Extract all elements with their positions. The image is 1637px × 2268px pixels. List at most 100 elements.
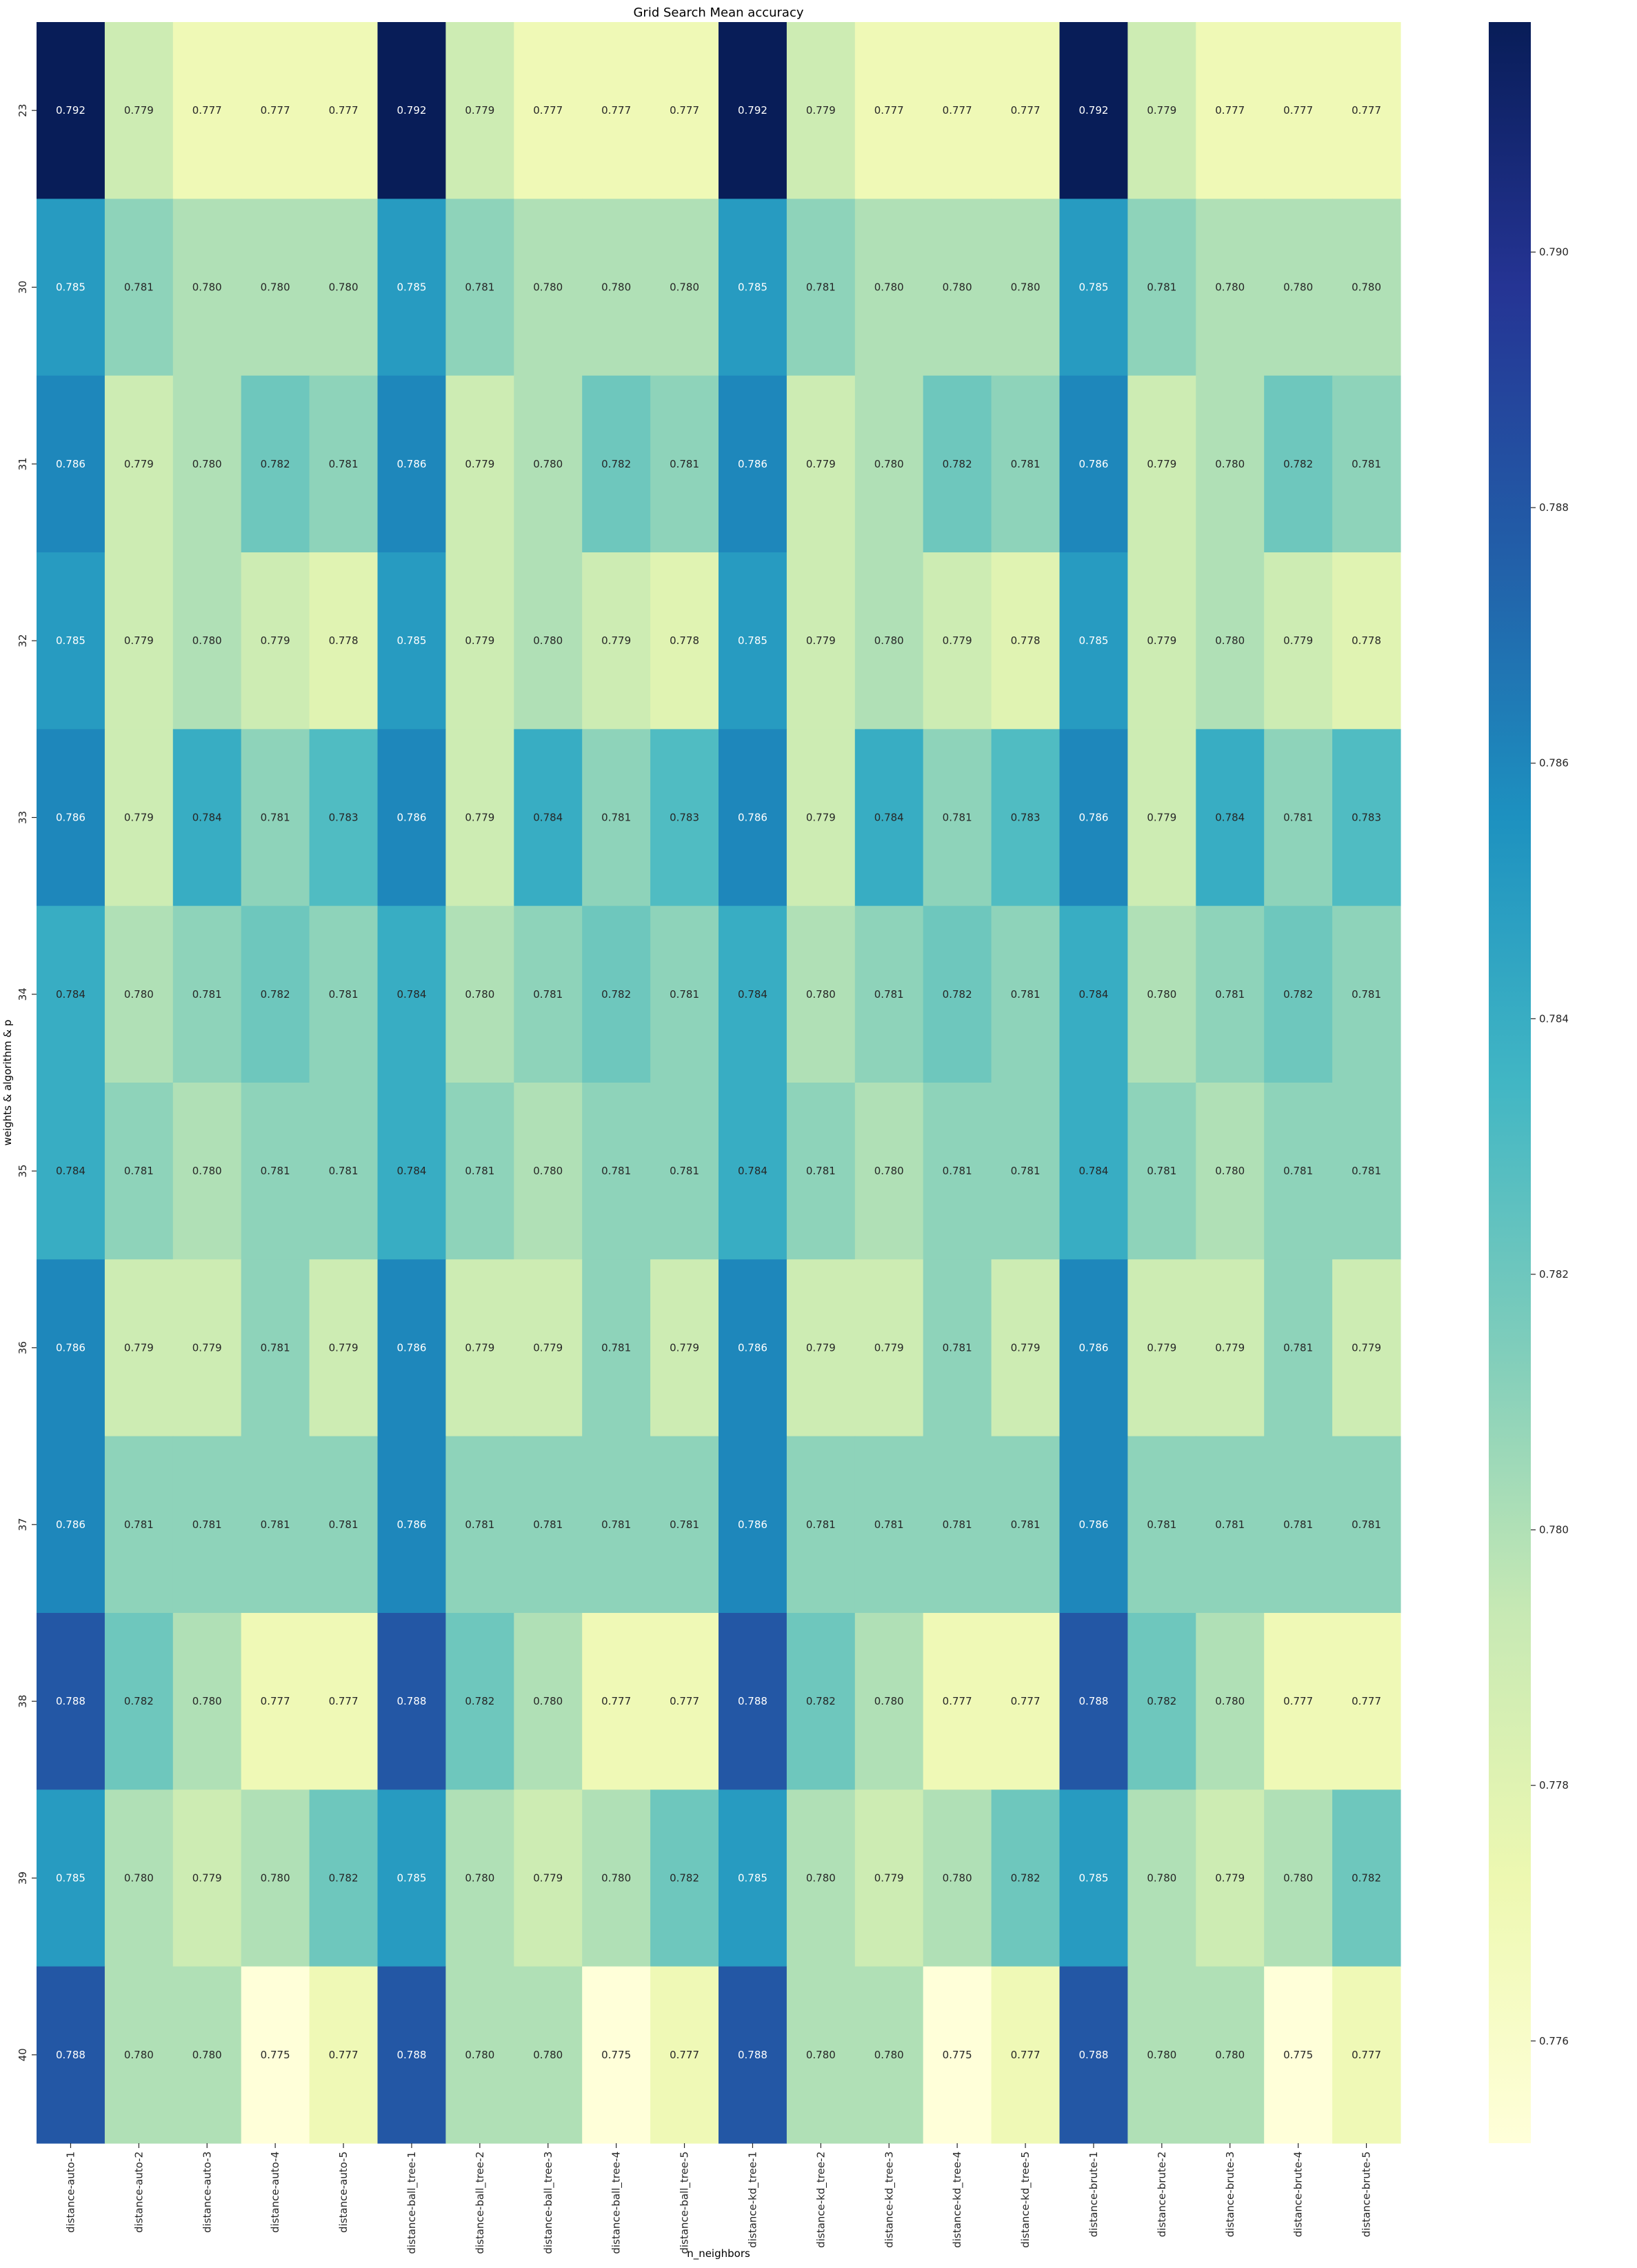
heatmap-cell [1332,1436,1401,1614]
heatmap-cell-label: 0.777 [1011,1695,1041,1707]
heatmap-cell-label: 0.779 [124,812,154,824]
colorbar-tick-label: 0.778 [1539,1779,1569,1792]
heatmap-cell-label: 0.781 [601,1342,631,1354]
heatmap-cell [309,375,379,553]
heatmap-cell-label: 0.784 [56,988,86,1001]
heatmap-cell [172,1613,242,1790]
heatmap-cells [37,22,1401,2144]
heatmap-cell [172,1966,242,2144]
heatmap-cell-label: 0.786 [1078,812,1108,824]
heatmap-cell-label: 0.783 [1352,812,1381,824]
heatmap-cell [1196,1436,1265,1614]
x-tick-label: distance-auto-5 [337,2151,350,2233]
heatmap-cell [37,1083,106,1260]
heatmap-cell [1264,1083,1333,1260]
x-tick-label: distance-brute-4 [1292,2151,1305,2237]
x-tick-label: distance-ball_tree-5 [679,2151,692,2254]
heatmap-cell [241,1436,310,1614]
heatmap-cell-label: 0.779 [124,458,154,470]
heatmap-cell [1332,22,1401,199]
heatmap-cell-label: 0.780 [874,281,904,294]
heatmap-cell-label: 0.780 [329,281,359,294]
heatmap-cell [1059,199,1128,377]
heatmap-cell [37,552,106,730]
heatmap-cell [650,375,719,553]
heatmap-cell-label: 0.775 [261,2049,290,2061]
heatmap-cell [854,552,924,730]
heatmap-cell-label: 0.780 [192,458,222,470]
heatmap-cell [582,1966,651,2144]
x-tick-label: distance-kd_tree-4 [951,2151,964,2248]
heatmap-cell [1196,1259,1265,1437]
heatmap-cell-label: 0.779 [1147,458,1176,470]
heatmap-cell [582,22,651,199]
x-tick-label: distance-kd_tree-5 [1019,2151,1032,2248]
x-axis: distance-auto-1 distance-auto-2 distance-a… [64,2143,1373,2254]
heatmap-cell [445,1436,514,1614]
heatmap-cell-label: 0.786 [56,1518,86,1531]
heatmap-cell-label: 0.780 [1147,1872,1176,1885]
heatmap-cell [1196,1083,1265,1260]
heatmap-cell-label: 0.781 [124,281,154,294]
heatmap-cell [104,199,174,377]
heatmap-cell-label: 0.777 [1283,104,1313,117]
y-tick-label: 23 [17,104,29,117]
heatmap-cell [786,1083,856,1260]
heatmap-cell [104,729,174,907]
y-tick-label: 36 [17,1341,29,1354]
heatmap-cell-label: 0.781 [533,1518,563,1531]
heatmap-cell-label: 0.781 [261,1342,290,1354]
heatmap-cell [514,22,583,199]
heatmap-cell-label: 0.781 [1011,1518,1041,1531]
x-tick-label: distance-auto-1 [64,2151,77,2233]
heatmap-cell-label: 0.779 [1215,1342,1245,1354]
heatmap-cell-label: 0.779 [874,1872,904,1885]
heatmap-cell-label: 0.781 [943,1165,972,1177]
heatmap-cell [1332,375,1401,553]
heatmap-cell-label: 0.780 [533,2049,563,2061]
heatmap-cell-label: 0.781 [670,1165,699,1177]
heatmap-cell [241,1789,310,1967]
heatmap-cell [1264,1966,1333,2144]
heatmap-cell-label: 0.780 [1283,1872,1313,1885]
heatmap-cell [991,1083,1061,1260]
heatmap-cell-label: 0.786 [738,458,767,470]
heatmap-cell [991,729,1061,907]
x-tick-label: distance-ball_tree-3 [542,2151,555,2254]
heatmap-cell-label: 0.777 [329,2049,359,2061]
heatmap-cell-label: 0.778 [1352,634,1381,647]
heatmap-cell-label: 0.792 [396,104,426,117]
heatmap-cell-label: 0.780 [533,458,563,470]
heatmap-cell [854,1083,924,1260]
heatmap-cell [1127,1966,1196,2144]
heatmap-cell [1196,1613,1265,1790]
heatmap-cell-label: 0.781 [1283,1165,1313,1177]
heatmap-cell [854,905,924,1083]
heatmap-cell [786,1966,856,2144]
heatmap-cell [719,1259,787,1437]
heatmap-cell-label: 0.782 [1147,1695,1176,1707]
heatmap-cell [1332,1083,1401,1260]
x-tick-label: distance-kd_tree-2 [814,2151,827,2248]
heatmap-cell [104,1613,174,1790]
heatmap-cell-label: 0.779 [533,1872,563,1885]
heatmap-cell [104,905,174,1083]
heatmap-cell-label: 0.779 [124,634,154,647]
y-tick-label: 38 [17,1695,29,1708]
colorbar: 0.776 0.778 0.780 0.782 0.784 0.786 0.788 0.790 [1489,22,1569,2143]
heatmap-cell [1332,552,1401,730]
heatmap-cell-label: 0.780 [192,281,222,294]
heatmap-cell-label: 0.778 [1011,634,1041,647]
y-tick-label: 37 [17,1518,29,1531]
heatmap-cell-label: 0.781 [943,812,972,824]
heatmap-cell [923,905,992,1083]
heatmap-cell-label: 0.782 [943,988,972,1001]
heatmap-cell [37,1966,106,2144]
heatmap-cell-label: 0.775 [943,2049,972,2061]
x-tick-label: distance-brute-2 [1156,2151,1168,2237]
heatmap-cell-label: 0.775 [601,2049,631,2061]
heatmap-cell-label: 0.780 [943,1872,972,1885]
heatmap-cell-label: 0.777 [943,1695,972,1707]
heatmap-cell [650,552,719,730]
heatmap-cell-label: 0.780 [601,281,631,294]
